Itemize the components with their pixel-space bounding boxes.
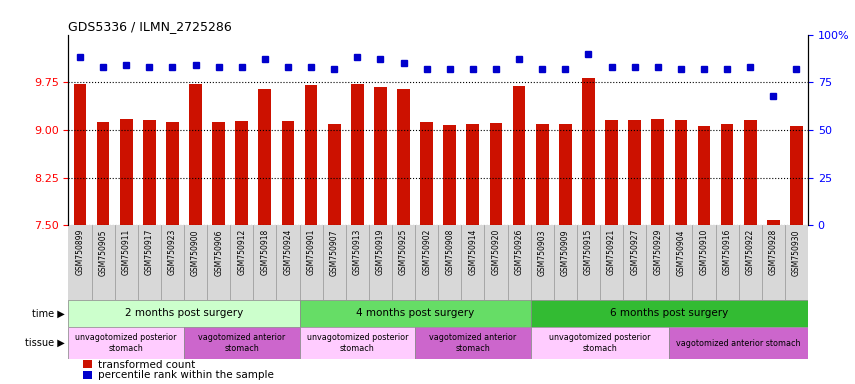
Text: tissue ▶: tissue ▶ xyxy=(25,338,65,348)
Bar xyxy=(258,89,271,225)
Text: GSM750907: GSM750907 xyxy=(330,229,339,276)
Bar xyxy=(143,121,156,225)
Bar xyxy=(415,327,531,359)
Bar xyxy=(83,371,92,379)
Text: GSM750911: GSM750911 xyxy=(121,229,131,275)
Bar xyxy=(531,327,669,359)
Text: unvagotomized posterior
stomach: unvagotomized posterior stomach xyxy=(75,333,177,353)
Bar xyxy=(304,86,317,225)
Text: 4 months post surgery: 4 months post surgery xyxy=(356,308,475,318)
Text: GSM750899: GSM750899 xyxy=(75,229,85,275)
Bar xyxy=(698,126,711,225)
Bar xyxy=(669,327,808,359)
Text: GSM750912: GSM750912 xyxy=(237,229,246,275)
Bar xyxy=(235,121,248,225)
Bar xyxy=(421,122,433,225)
Text: GSM750903: GSM750903 xyxy=(538,229,546,276)
Bar xyxy=(582,78,595,225)
Bar xyxy=(721,124,734,225)
Text: GSM750928: GSM750928 xyxy=(769,229,778,275)
Text: vagotomized anterior stomach: vagotomized anterior stomach xyxy=(676,339,801,348)
Text: GSM750922: GSM750922 xyxy=(746,229,755,275)
Bar xyxy=(281,121,294,225)
Bar xyxy=(767,220,780,225)
Bar xyxy=(744,120,757,225)
Text: GSM750926: GSM750926 xyxy=(515,229,523,275)
Bar xyxy=(189,84,202,225)
Text: transformed count: transformed count xyxy=(98,360,195,370)
Text: GSM750919: GSM750919 xyxy=(376,229,385,275)
Text: GSM750924: GSM750924 xyxy=(284,229,292,275)
Text: GSM750905: GSM750905 xyxy=(98,229,108,276)
Text: GSM750908: GSM750908 xyxy=(445,229,454,275)
Bar xyxy=(97,122,109,225)
Text: unvagotomized posterior
stomach: unvagotomized posterior stomach xyxy=(307,333,408,353)
Bar xyxy=(83,361,92,369)
Bar xyxy=(444,125,456,225)
Bar xyxy=(351,84,363,225)
Text: vagotomized anterior
stomach: vagotomized anterior stomach xyxy=(198,333,286,353)
Text: GSM750916: GSM750916 xyxy=(722,229,732,275)
Bar xyxy=(166,122,179,225)
Text: GSM750917: GSM750917 xyxy=(144,229,154,275)
Text: GSM750910: GSM750910 xyxy=(699,229,709,275)
Text: GSM750920: GSM750920 xyxy=(492,229,500,275)
Text: GSM750930: GSM750930 xyxy=(792,229,801,276)
Bar xyxy=(212,122,225,225)
Bar xyxy=(398,89,410,225)
Bar xyxy=(536,124,549,225)
Text: GSM750913: GSM750913 xyxy=(353,229,362,275)
Text: GSM750927: GSM750927 xyxy=(630,229,640,275)
Text: GSM750900: GSM750900 xyxy=(191,229,200,276)
Text: 6 months post surgery: 6 months post surgery xyxy=(610,308,728,318)
Bar xyxy=(68,327,184,359)
Bar xyxy=(184,327,299,359)
Bar xyxy=(299,327,415,359)
Text: GSM750923: GSM750923 xyxy=(168,229,177,275)
Text: GSM750918: GSM750918 xyxy=(261,229,269,275)
Bar xyxy=(327,124,340,225)
Bar xyxy=(74,84,86,225)
Bar xyxy=(652,119,664,225)
Bar xyxy=(490,123,503,225)
Bar xyxy=(628,120,641,225)
Text: unvagotomized posterior
stomach: unvagotomized posterior stomach xyxy=(549,333,651,353)
Text: time ▶: time ▶ xyxy=(32,308,65,318)
Text: GSM750909: GSM750909 xyxy=(561,229,569,276)
Text: GSM750904: GSM750904 xyxy=(676,229,686,276)
Text: GSM750921: GSM750921 xyxy=(607,229,616,275)
Text: GSM750914: GSM750914 xyxy=(469,229,477,275)
Bar xyxy=(120,119,133,225)
Text: GSM750915: GSM750915 xyxy=(584,229,593,275)
Bar xyxy=(299,300,531,327)
Bar xyxy=(467,124,479,225)
Text: vagotomized anterior
stomach: vagotomized anterior stomach xyxy=(429,333,516,353)
Text: GSM750902: GSM750902 xyxy=(422,229,431,275)
Bar xyxy=(68,300,299,327)
Bar xyxy=(513,86,526,225)
Bar xyxy=(605,120,618,225)
Text: GSM750906: GSM750906 xyxy=(214,229,223,276)
Bar xyxy=(531,300,808,327)
Text: GSM750925: GSM750925 xyxy=(399,229,408,275)
Text: GSM750929: GSM750929 xyxy=(653,229,663,275)
Text: 2 months post surgery: 2 months post surgery xyxy=(125,308,243,318)
Text: GSM750901: GSM750901 xyxy=(307,229,315,275)
Text: percentile rank within the sample: percentile rank within the sample xyxy=(98,371,274,381)
Bar xyxy=(559,124,572,225)
Bar xyxy=(790,126,803,225)
Text: GDS5336 / ILMN_2725286: GDS5336 / ILMN_2725286 xyxy=(68,20,233,33)
Bar xyxy=(374,87,386,225)
Bar xyxy=(675,121,687,225)
